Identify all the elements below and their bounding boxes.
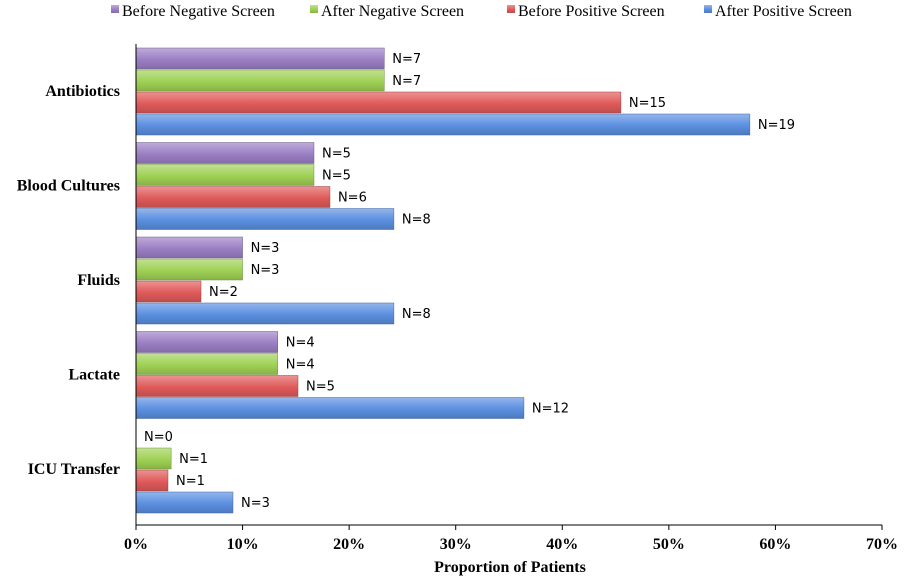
legend-swatch-before-negative-screen xyxy=(111,5,119,13)
bar-lactate-after-negative-screen xyxy=(135,353,278,375)
x-tick-label-6: 60% xyxy=(759,536,791,553)
data-label-fluids-before-negative-screen: N=3 xyxy=(251,241,280,256)
category-label-antibiotics: Antibiotics xyxy=(45,83,120,100)
bar-icu-transfer-after-negative-screen xyxy=(135,447,172,470)
data-label-blood-cultures-after-positive-screen: N=8 xyxy=(402,213,431,228)
category-label-icu-transfer: ICU Transfer xyxy=(28,461,120,478)
category-label-blood-cultures: Blood Cultures xyxy=(17,178,120,195)
data-label-antibiotics-after-positive-screen: N=19 xyxy=(758,118,795,133)
bar-antibiotics-after-negative-screen xyxy=(135,69,385,92)
bars-group xyxy=(135,47,751,514)
data-label-fluids-before-positive-screen: N=2 xyxy=(209,285,238,300)
x-tick-label-5: 50% xyxy=(653,536,685,553)
bar-antibiotics-before-negative-screen xyxy=(135,47,385,70)
x-tick-label-1: 10% xyxy=(227,536,259,553)
bar-antibiotics-after-positive-screen xyxy=(135,113,751,136)
legend-swatch-before-positive-screen xyxy=(507,5,515,13)
legend-label-before-positive-screen: Before Positive Screen xyxy=(518,3,665,20)
bar-blood-cultures-after-positive-screen xyxy=(135,208,395,230)
x-tick-label-0: 0% xyxy=(124,536,148,553)
category-label-lactate: Lactate xyxy=(68,367,120,384)
bar-antibiotics-before-positive-screen xyxy=(135,91,622,114)
data-label-antibiotics-after-negative-screen: N=7 xyxy=(392,74,421,89)
data-label-antibiotics-before-positive-screen: N=15 xyxy=(629,96,666,111)
data-label-icu-transfer-after-negative-screen: N=1 xyxy=(179,452,208,467)
bar-fluids-after-positive-screen xyxy=(135,302,395,325)
legend-label-after-positive-screen: After Positive Screen xyxy=(715,3,852,20)
legend-label-after-negative-screen: After Negative Screen xyxy=(321,3,464,20)
bar-lactate-before-positive-screen xyxy=(135,375,299,397)
x-tick-label-7: 70% xyxy=(866,536,898,553)
category-label-fluids: Fluids xyxy=(77,272,120,289)
legend-label-before-negative-screen: Before Negative Screen xyxy=(122,3,275,20)
chart-legend: Before Negative Screen After Negative Scr… xyxy=(111,3,852,20)
x-axis: 0% 10% 20% 30% 40% 50% 60% 70% xyxy=(124,44,898,553)
bar-fluids-before-negative-screen xyxy=(135,236,243,259)
legend-swatch-after-positive-screen xyxy=(704,5,712,13)
data-label-lactate-after-negative-screen: N=4 xyxy=(286,358,315,373)
data-label-blood-cultures-before-negative-screen: N=5 xyxy=(322,147,351,162)
x-tick-label-4: 40% xyxy=(546,536,578,553)
data-label-lactate-after-positive-screen: N=12 xyxy=(532,402,569,417)
data-label-lactate-before-positive-screen: N=5 xyxy=(306,380,335,395)
data-label-blood-cultures-after-negative-screen: N=5 xyxy=(322,169,351,184)
x-axis-title: Proportion of Patients xyxy=(434,559,586,576)
bar-lactate-before-negative-screen xyxy=(135,331,278,353)
data-label-blood-cultures-before-positive-screen: N=6 xyxy=(338,191,367,206)
data-label-fluids-after-negative-screen: N=3 xyxy=(251,263,280,278)
data-label-icu-transfer-before-negative-screen: N=0 xyxy=(144,430,173,445)
data-label-icu-transfer-before-positive-screen: N=1 xyxy=(176,474,205,489)
bar-icu-transfer-after-positive-screen xyxy=(135,491,234,514)
data-label-fluids-after-positive-screen: N=8 xyxy=(402,307,431,322)
data-label-antibiotics-before-negative-screen: N=7 xyxy=(392,52,421,67)
bar-blood-cultures-after-negative-screen xyxy=(135,164,315,186)
data-label-icu-transfer-after-positive-screen: N=3 xyxy=(241,496,270,511)
data-label-lactate-before-negative-screen: N=4 xyxy=(286,336,315,351)
legend-swatch-after-negative-screen xyxy=(310,5,318,13)
bar-lactate-after-positive-screen xyxy=(135,397,525,419)
bar-blood-cultures-before-positive-screen xyxy=(135,186,331,208)
data-labels-group: N=7 N=7 N=15 N=19 N=5 N=5 N=6 N=8 N=3 N=3 N=2 N=8 N=… xyxy=(144,52,795,511)
bar-fluids-after-negative-screen xyxy=(135,258,243,281)
bar-blood-cultures-before-negative-screen xyxy=(135,142,315,164)
x-tick-label-2: 20% xyxy=(333,536,365,553)
bar-icu-transfer-before-positive-screen xyxy=(135,469,169,492)
bar-fluids-before-positive-screen xyxy=(135,280,202,303)
category-labels-group: Antibiotics Blood Cultures Fluids Lactate IC… xyxy=(17,83,120,478)
x-tick-label-3: 30% xyxy=(440,536,472,553)
